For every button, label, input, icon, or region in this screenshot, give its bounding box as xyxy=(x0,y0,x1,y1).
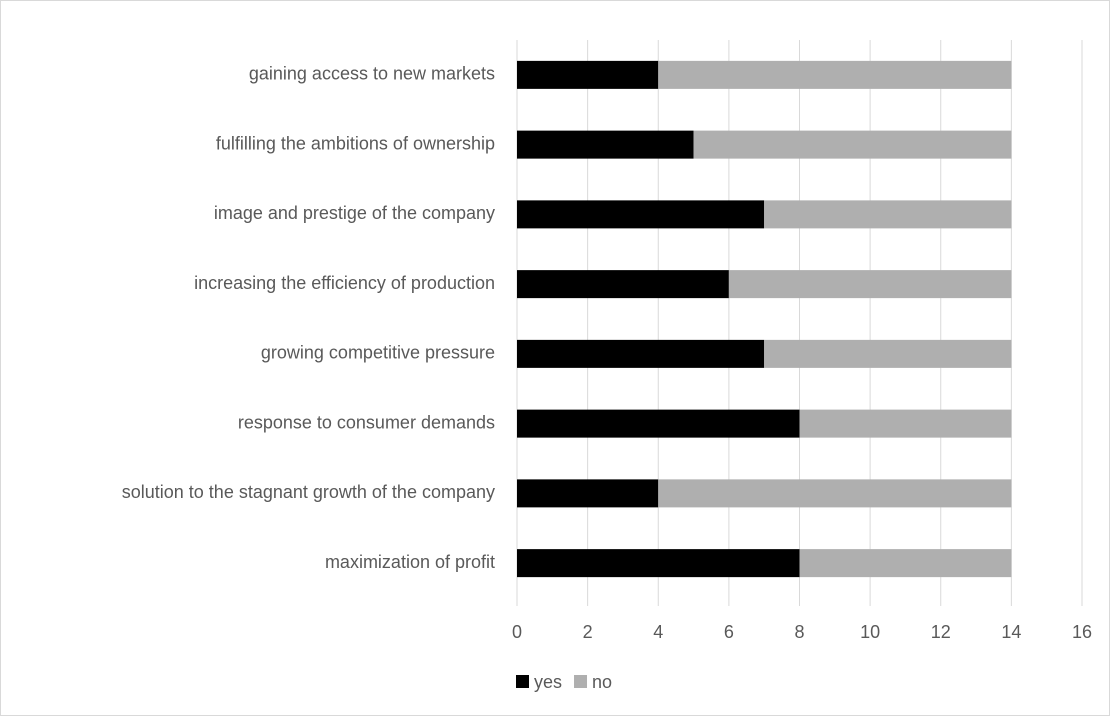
bar xyxy=(517,549,800,578)
bar xyxy=(693,130,1012,159)
y-tick-label: gaining access to new markets xyxy=(249,64,495,84)
x-tick-label: 4 xyxy=(653,622,663,642)
x-tick-label: 16 xyxy=(1072,622,1092,642)
x-tick-label: 6 xyxy=(724,622,734,642)
bar xyxy=(517,479,659,508)
x-tick-label: 2 xyxy=(583,622,593,642)
legend-swatch xyxy=(516,675,529,688)
x-tick-label: 0 xyxy=(512,622,522,642)
x-tick-label: 8 xyxy=(794,622,804,642)
bar xyxy=(658,479,1012,508)
bar xyxy=(799,549,1012,578)
y-tick-label: maximization of profit xyxy=(325,552,495,572)
bar xyxy=(799,409,1012,438)
bar xyxy=(658,60,1012,89)
bar xyxy=(764,339,1012,368)
bar xyxy=(517,200,765,229)
x-tick-label: 14 xyxy=(1001,622,1021,642)
y-tick-label: growing competitive pressure xyxy=(261,343,495,363)
y-tick-label: image and prestige of the company xyxy=(214,203,495,223)
y-tick-label: fulfilling the ambitions of ownership xyxy=(216,133,495,153)
bar xyxy=(517,409,800,438)
y-tick-label: increasing the efficiency of production xyxy=(194,273,495,293)
legend-swatch xyxy=(574,675,588,688)
legend-label: yes xyxy=(534,672,562,692)
bar xyxy=(517,130,694,159)
bar xyxy=(517,270,729,299)
bar xyxy=(764,200,1012,229)
bar xyxy=(517,339,765,368)
y-tick-label: response to consumer demands xyxy=(238,412,495,432)
bar xyxy=(728,270,1012,299)
x-tick-label: 10 xyxy=(860,622,880,642)
x-tick-label: 12 xyxy=(931,622,951,642)
y-tick-label: solution to the stagnant growth of the c… xyxy=(122,482,495,502)
legend-label: no xyxy=(592,672,612,692)
bar xyxy=(517,60,659,89)
